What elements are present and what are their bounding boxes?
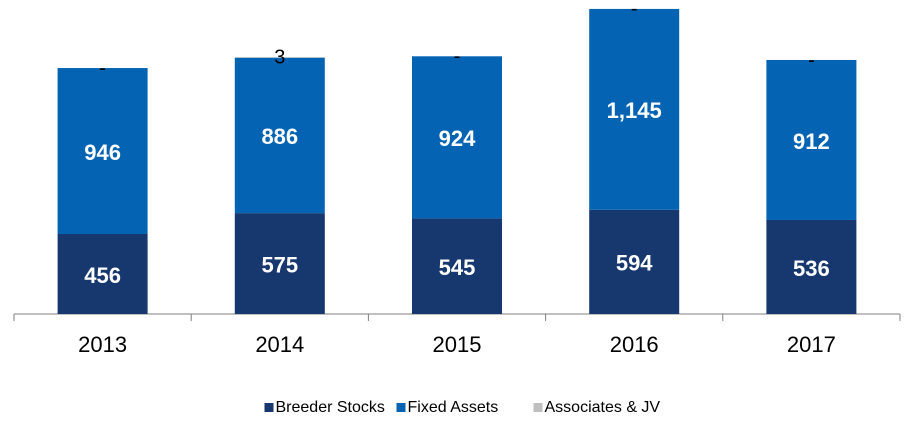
- value-label: 1,145: [607, 98, 662, 123]
- bar-segment: [234, 213, 325, 314]
- value-label: 545: [439, 255, 476, 280]
- bar-segment: [412, 218, 502, 314]
- bar-segment: [589, 8, 680, 210]
- value-label: 886: [261, 124, 298, 149]
- legend-label: Associates & JV: [545, 399, 661, 416]
- value-label: 924: [439, 126, 476, 151]
- bar-segment: [766, 59, 857, 220]
- value-label: 3: [274, 46, 285, 68]
- bar-segment: [412, 56, 502, 219]
- value-label: 912: [793, 129, 830, 154]
- value-label: -: [454, 46, 461, 68]
- bar-segment: [57, 234, 148, 314]
- bar-segment: [234, 57, 325, 58]
- x-tick-label: 2014: [255, 332, 304, 357]
- value-label: 946: [84, 140, 121, 165]
- value-label: -: [631, 0, 638, 20]
- bar-segment: [57, 68, 148, 235]
- value-label: 456: [84, 263, 121, 288]
- value-label: -: [808, 49, 815, 71]
- legend-swatch: [533, 403, 543, 412]
- x-tick-label: 2016: [610, 332, 659, 357]
- value-label: -: [99, 57, 106, 79]
- value-label: 594: [616, 251, 653, 276]
- value-label: 575: [261, 252, 298, 277]
- x-tick-label: 2015: [433, 332, 482, 357]
- value-label: 536: [793, 256, 830, 281]
- x-tick-label: 2017: [787, 332, 836, 357]
- bar-segment: [589, 209, 680, 314]
- legend-swatch: [396, 403, 406, 412]
- x-tick-label: 2013: [78, 332, 127, 357]
- legend-label: Breeder Stocks: [276, 399, 385, 416]
- legend-swatch: [264, 403, 274, 412]
- bar-segment: [234, 57, 325, 214]
- legend-label: Fixed Assets: [408, 399, 499, 416]
- bar-segment: [766, 219, 857, 314]
